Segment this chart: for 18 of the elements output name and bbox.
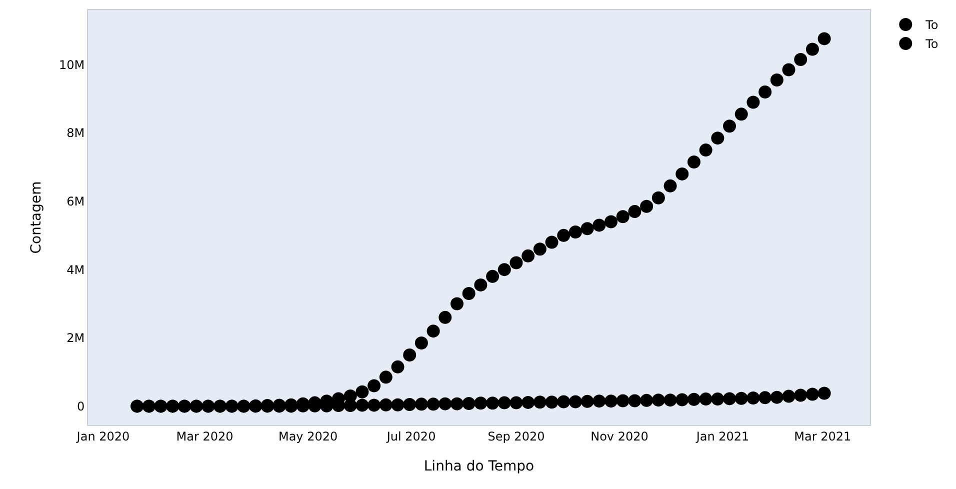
x-tick-label: Jan 2020	[76, 429, 130, 444]
y-tick-label: 10M	[58, 58, 85, 72]
x-tick-label: Jan 2021	[695, 429, 750, 444]
y-tick-label: 8M	[66, 126, 85, 140]
y-tick-label: 6M	[66, 194, 85, 208]
legend-label: To	[924, 37, 938, 52]
x-tick-label: Nov 2020	[590, 429, 648, 444]
x-tick-label: Jul 2020	[386, 429, 436, 444]
x-axis-title: Linha do Tempo	[424, 458, 534, 475]
x-tick-label: May 2020	[278, 429, 338, 444]
y-tick-label: 2M	[66, 331, 85, 346]
x-tick-label: Mar 2020	[176, 429, 234, 444]
legend-label: To	[924, 18, 938, 32]
x-tick-label: Sep 2020	[488, 429, 545, 444]
x-tick-label: Mar 2021	[794, 429, 852, 444]
y-tick-label: 4M	[66, 262, 85, 277]
y-tick-label: 0	[76, 399, 85, 414]
y-axis-title: Contagem	[28, 181, 45, 254]
